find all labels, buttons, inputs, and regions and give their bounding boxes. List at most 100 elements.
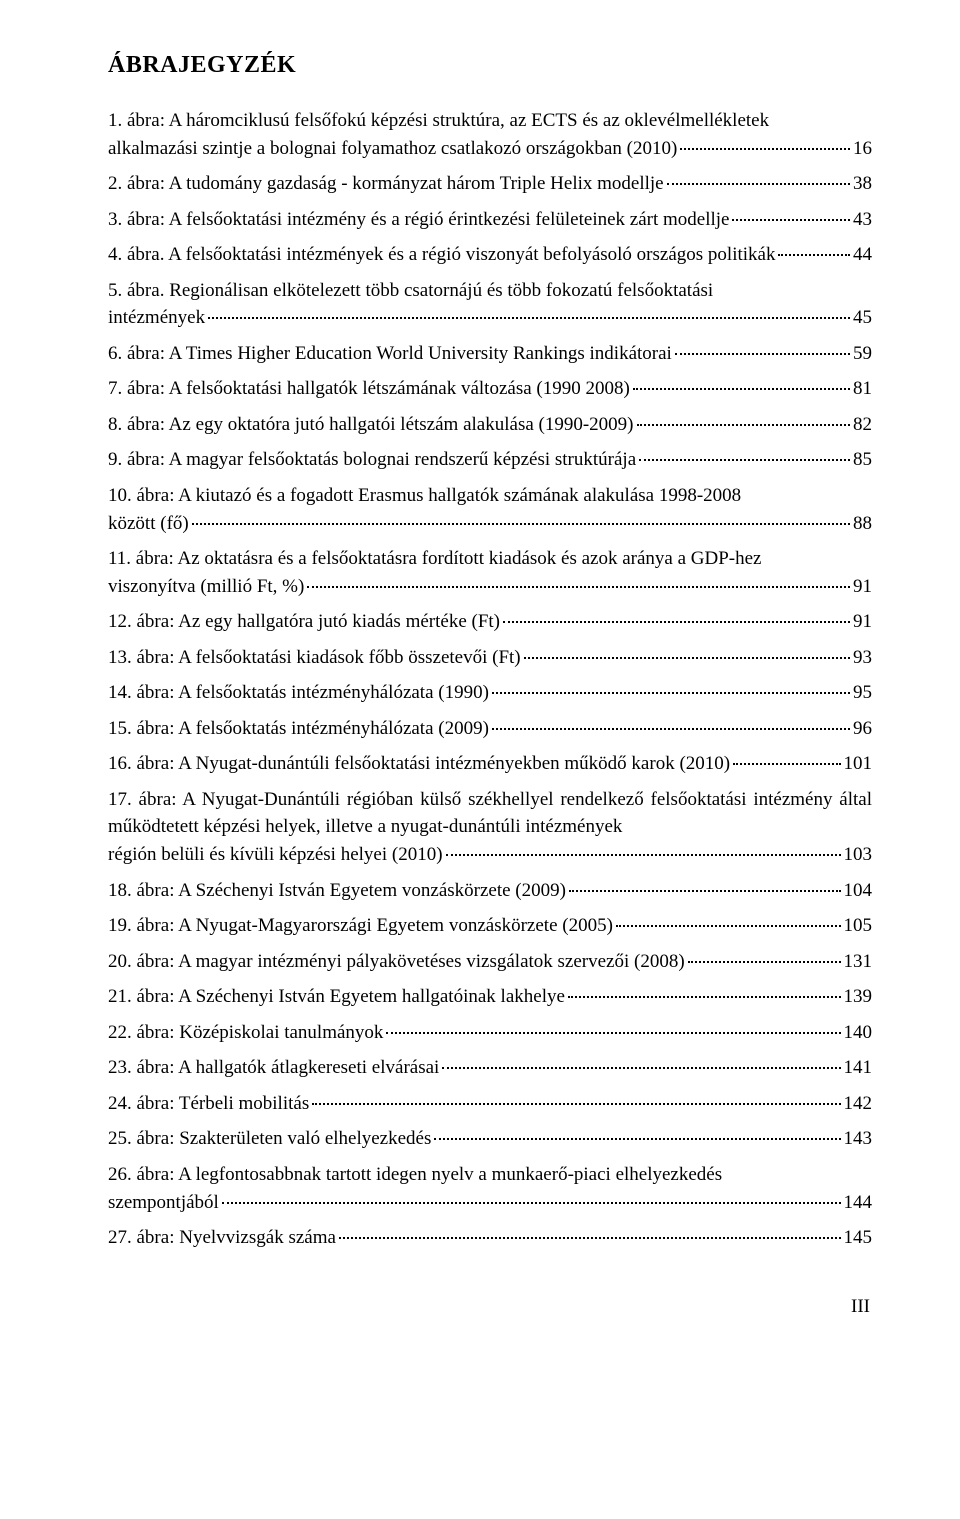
toc-entry-page: 131: [844, 948, 873, 976]
toc-entry-page: 144: [844, 1189, 873, 1217]
toc-entry-page: 88: [853, 510, 872, 538]
toc-entry-lastline: között (fő) 88: [108, 510, 872, 538]
toc-entry-lead: 13. ábra: A felsőoktatási kiadások főbb …: [108, 644, 521, 672]
toc-leader-dots: [503, 621, 850, 623]
toc-entry-pretext: 26. ábra: A legfontosabbnak tartott ideg…: [108, 1161, 872, 1189]
toc-leader-dots: [633, 388, 850, 390]
toc-entry-page: 81: [853, 375, 872, 403]
toc-leader-dots: [616, 925, 841, 927]
toc-entry-lastline: 25. ábra: Szakterületen való elhelyezked…: [108, 1125, 872, 1153]
toc-entry-lastline: 23. ábra: A hallgatók átlagkereseti elvá…: [108, 1054, 872, 1082]
toc-leader-dots: [637, 424, 851, 426]
toc-entry-lead: alkalmazási szintje a bolognai folyamath…: [108, 135, 677, 163]
toc-leader-dots: [524, 657, 850, 659]
toc-entry-lastline: 16. ábra: A Nyugat-dunántúli felsőoktatá…: [108, 750, 872, 778]
toc-leader-dots: [386, 1032, 840, 1034]
toc-entry: 13. ábra: A felsőoktatási kiadások főbb …: [108, 644, 872, 672]
toc-leader-dots: [339, 1237, 841, 1239]
toc-entry-lead: 2. ábra: A tudomány gazdaság - kormányza…: [108, 170, 664, 198]
toc-entry-lastline: 3. ábra: A felsőoktatási intézmény és a …: [108, 206, 872, 234]
toc-entry-page: 140: [844, 1019, 873, 1047]
toc-entry-lead: 18. ábra: A Széchenyi István Egyetem von…: [108, 877, 566, 905]
toc-leader-dots: [492, 692, 850, 694]
toc-entry-lead: intézmények: [108, 304, 205, 332]
toc-entry-lastline: 12. ábra: Az egy hallgatóra jutó kiadás …: [108, 608, 872, 636]
toc-entry-lead: viszonyítva (millió Ft, %): [108, 573, 304, 601]
toc-leader-dots: [733, 763, 840, 765]
toc-entry-lastline: intézmények 45: [108, 304, 872, 332]
toc-entry-lastline: 24. ábra: Térbeli mobilitás 142: [108, 1090, 872, 1118]
toc-entry-lastline: 13. ábra: A felsőoktatási kiadások főbb …: [108, 644, 872, 672]
toc-entry: 19. ábra: A Nyugat-Magyarországi Egyetem…: [108, 912, 872, 940]
toc-entry-lead: 7. ábra: A felsőoktatási hallgatók létsz…: [108, 375, 630, 403]
toc-leader-dots: [222, 1202, 841, 1204]
toc-leader-dots: [307, 586, 850, 588]
toc-entry: 24. ábra: Térbeli mobilitás 142: [108, 1090, 872, 1118]
toc-entry-lastline: 8. ábra: Az egy oktatóra jutó hallgatói …: [108, 411, 872, 439]
toc-entry-lead: régión belüli és kívüli képzési helyei (…: [108, 841, 443, 869]
toc-entry-lastline: szempontjából 144: [108, 1189, 872, 1217]
toc-leader-dots: [688, 961, 841, 963]
toc-entry-lastline: 18. ábra: A Széchenyi István Egyetem von…: [108, 877, 872, 905]
toc-entry-lead: 21. ábra: A Széchenyi István Egyetem hal…: [108, 983, 565, 1011]
toc-entry-page: 93: [853, 644, 872, 672]
toc-entry: 1. ábra: A háromciklusú felsőfokú képzés…: [108, 107, 872, 162]
toc-leader-dots: [434, 1138, 840, 1140]
toc-entry-page: 104: [844, 877, 873, 905]
toc-entry-lead: között (fő): [108, 510, 189, 538]
toc-entry-lastline: alkalmazási szintje a bolognai folyamath…: [108, 135, 872, 163]
toc-leader-dots: [442, 1067, 840, 1069]
toc-leader-dots: [675, 353, 850, 355]
toc-entry: 5. ábra. Regionálisan elkötelezett több …: [108, 277, 872, 332]
toc-entry-lead: 8. ábra: Az egy oktatóra jutó hallgatói …: [108, 411, 634, 439]
toc-entry-page: 44: [853, 241, 872, 269]
toc-entry: 27. ábra: Nyelvvizsgák száma 145: [108, 1224, 872, 1252]
toc-leader-dots: [492, 728, 850, 730]
toc-entry-page: 143: [844, 1125, 873, 1153]
toc-entry-lastline: 14. ábra: A felsőoktatás intézményhálóza…: [108, 679, 872, 707]
toc-entry-page: 145: [844, 1224, 873, 1252]
table-of-figures: 1. ábra: A háromciklusú felsőfokú képzés…: [108, 107, 872, 1252]
toc-entry: 15. ábra: A felsőoktatás intézményhálóza…: [108, 715, 872, 743]
toc-entry-pretext: 1. ábra: A háromciklusú felsőfokú képzés…: [108, 107, 872, 135]
toc-entry: 11. ábra: Az oktatásra és a felsőoktatás…: [108, 545, 872, 600]
toc-entry-lastline: 15. ábra: A felsőoktatás intézményhálóza…: [108, 715, 872, 743]
toc-entry: 12. ábra: Az egy hallgatóra jutó kiadás …: [108, 608, 872, 636]
toc-entry-page: 82: [853, 411, 872, 439]
toc-entry: 26. ábra: A legfontosabbnak tartott ideg…: [108, 1161, 872, 1216]
toc-entry-lead: 4. ábra. A felsőoktatási intézmények és …: [108, 241, 775, 269]
toc-entry: 10. ábra: A kiutazó és a fogadott Erasmu…: [108, 482, 872, 537]
toc-entry-page: 91: [853, 573, 872, 601]
toc-entry-page: 45: [853, 304, 872, 332]
toc-entry-page: 96: [853, 715, 872, 743]
toc-leader-dots: [639, 459, 850, 461]
toc-entry-lead: 23. ábra: A hallgatók átlagkereseti elvá…: [108, 1054, 439, 1082]
toc-entry-page: 139: [844, 983, 873, 1011]
toc-entry: 3. ábra: A felsőoktatási intézmény és a …: [108, 206, 872, 234]
toc-entry-lead: 22. ábra: Középiskolai tanulmányok: [108, 1019, 383, 1047]
toc-entry: 6. ábra: A Times Higher Education World …: [108, 340, 872, 368]
toc-entry: 25. ábra: Szakterületen való elhelyezked…: [108, 1125, 872, 1153]
toc-entry-page: 142: [844, 1090, 873, 1118]
toc-entry-page: 43: [853, 206, 872, 234]
toc-leader-dots: [312, 1103, 840, 1105]
toc-entry-page: 85: [853, 446, 872, 474]
toc-leader-dots: [732, 219, 850, 221]
toc-entry-lead: 19. ábra: A Nyugat-Magyarországi Egyetem…: [108, 912, 613, 940]
toc-entry-pretext: 10. ábra: A kiutazó és a fogadott Erasmu…: [108, 482, 872, 510]
toc-entry-lead: 25. ábra: Szakterületen való elhelyezked…: [108, 1125, 431, 1153]
toc-entry-lastline: 22. ábra: Középiskolai tanulmányok 140: [108, 1019, 872, 1047]
toc-entry: 2. ábra: A tudomány gazdaság - kormányza…: [108, 170, 872, 198]
toc-leader-dots: [446, 854, 841, 856]
toc-entry-pretext: 5. ábra. Regionálisan elkötelezett több …: [108, 277, 872, 305]
toc-entry-page: 103: [844, 841, 873, 869]
toc-entry-page: 91: [853, 608, 872, 636]
toc-entry-lastline: 20. ábra: A magyar intézményi pályakövet…: [108, 948, 872, 976]
toc-entry-lead: 15. ábra: A felsőoktatás intézményhálóza…: [108, 715, 489, 743]
toc-leader-dots: [778, 254, 850, 256]
toc-entry: 18. ábra: A Széchenyi István Egyetem von…: [108, 877, 872, 905]
toc-entry-lastline: 4. ábra. A felsőoktatási intézmények és …: [108, 241, 872, 269]
toc-leader-dots: [192, 523, 850, 525]
toc-entry-lastline: 9. ábra: A magyar felsőoktatás bolognai …: [108, 446, 872, 474]
toc-entry-pretext: 11. ábra: Az oktatásra és a felsőoktatás…: [108, 545, 872, 573]
